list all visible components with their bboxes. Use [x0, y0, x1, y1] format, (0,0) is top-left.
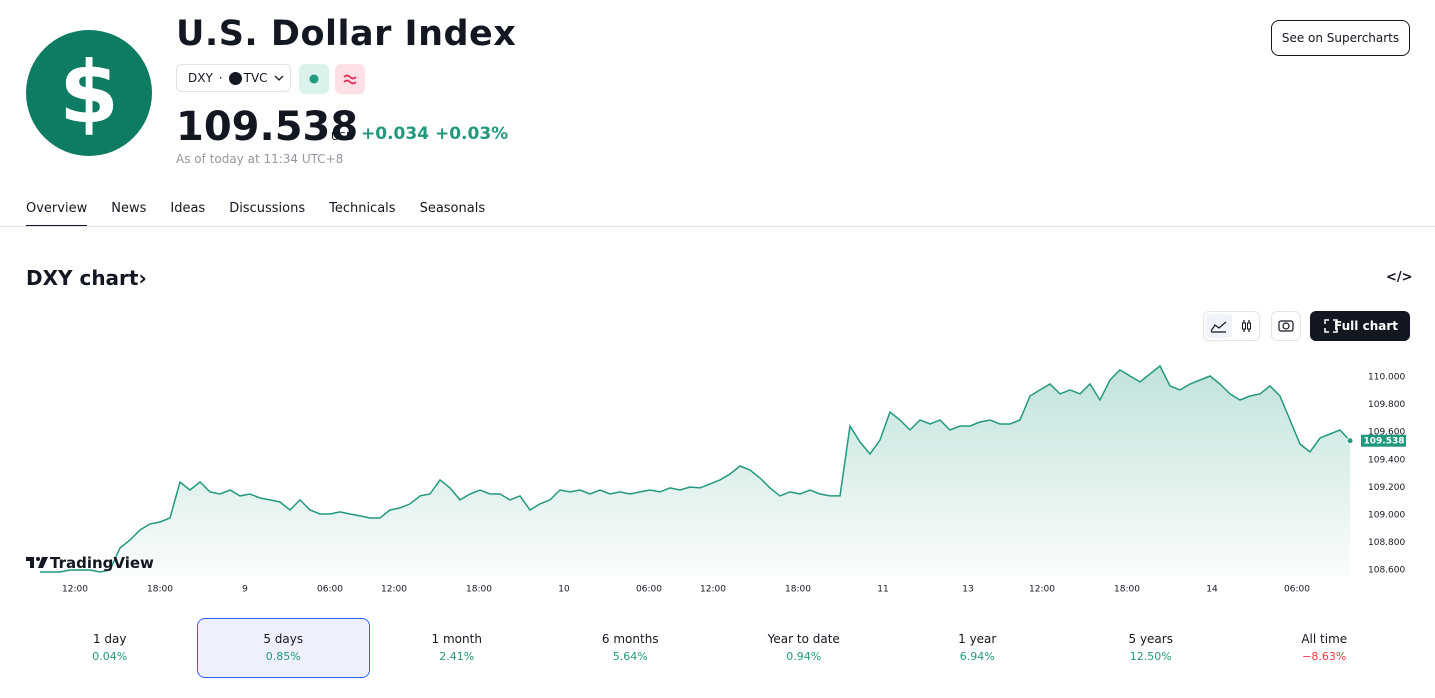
- period-label: 5 days: [263, 632, 304, 646]
- period-change: −8.63%: [1302, 650, 1347, 663]
- period[interactable]: 1 year 6.94%: [891, 618, 1065, 678]
- chart-title-text: DXY chart: [26, 266, 139, 290]
- caret: [274, 75, 284, 81]
- tab[interactable]: Seasonals: [419, 201, 486, 216]
- x-tick-label: 18:00: [785, 585, 811, 595]
- watermark-text: TradingView: [50, 554, 154, 572]
- period-change: 6.94%: [959, 650, 995, 663]
- period-change: 12.50%: [1129, 650, 1172, 663]
- logo: $: [26, 30, 152, 156]
- periods: 1 day 0.04% 5 days 0.85% 1 month 2.41% 6 month…: [23, 618, 1411, 678]
- price: 109.538: [176, 104, 359, 150]
- snapshot-button[interactable]: [1271, 311, 1301, 341]
- tab[interactable]: Ideas: [170, 201, 206, 216]
- y-tick-label: 109.800: [1368, 400, 1405, 410]
- y-tick-label: 109.400: [1368, 455, 1405, 465]
- period-label: 5 years: [1128, 632, 1173, 646]
- title: U.S. Dollar Index: [176, 14, 517, 54]
- watermark-logo: [26, 557, 48, 568]
- last-value-label: 109.538: [1364, 437, 1405, 447]
- last-value-tag: [1361, 434, 1406, 447]
- y-tick-label: 109.000: [1368, 510, 1405, 520]
- x-tick-label: 12:00: [381, 585, 407, 595]
- x-tick-label: 14: [1206, 585, 1218, 595]
- chart: 108.600 108.800 109.000 109.200 109.400 109.6…: [40, 364, 1406, 595]
- x-tick-label: 12:00: [700, 585, 726, 595]
- exchange: TVC: [243, 71, 268, 85]
- change-abs: +0.034: [361, 124, 430, 144]
- period[interactable]: 1 day 0.04%: [23, 618, 197, 678]
- y-tick-label: 108.600: [1368, 566, 1405, 576]
- status-icon[interactable]: [299, 64, 329, 94]
- full-chart-text: Full chart: [1334, 319, 1398, 333]
- symbol: DXY: [188, 71, 213, 85]
- x-tick-label: 12:00: [1029, 585, 1055, 595]
- full-chart-button[interactable]: Full chart: [1310, 311, 1410, 341]
- tabs: Overview News Ideas Discussions Technicals Se…: [26, 201, 485, 227]
- period-label: All time: [1301, 632, 1348, 646]
- tab[interactable]: Technicals: [329, 201, 396, 216]
- period-label: 1 day: [92, 632, 127, 646]
- tab[interactable]: Overview: [26, 201, 88, 227]
- period[interactable]: 6 months 5.64%: [544, 618, 718, 678]
- x-tick-label: 13: [962, 585, 973, 595]
- change-pct: +0.03%: [434, 124, 509, 144]
- period[interactable]: Year to date 0.94%: [717, 618, 891, 678]
- y-tick-label: 109.600: [1368, 428, 1405, 438]
- last-point: [1346, 437, 1354, 445]
- period-label: Year to date: [767, 632, 840, 646]
- period[interactable]: 1 month 2.41%: [370, 618, 544, 678]
- embed-icon[interactable]: </>: [1386, 270, 1413, 285]
- exchange-icon: [228, 71, 242, 85]
- tab[interactable]: News: [111, 201, 147, 216]
- period-label: 1 month: [431, 632, 482, 646]
- y-tick-label: 108.800: [1368, 538, 1405, 548]
- x-tick-label: 18:00: [1114, 585, 1140, 595]
- change: +0.034 +0.03%: [361, 124, 508, 144]
- period-change: 0.04%: [92, 650, 128, 663]
- x-tick-label: 12:00: [62, 585, 88, 595]
- area: [40, 365, 1350, 576]
- x-tick-label: 11: [877, 585, 888, 595]
- tab[interactable]: Discussions: [229, 201, 306, 216]
- as-of: As of today at 11:34 UTC+8: [176, 152, 344, 166]
- separator: [0, 226, 1435, 227]
- period-change: 2.41%: [439, 650, 475, 663]
- x-tick-label: 9: [242, 585, 248, 595]
- x-tick-label: 18:00: [147, 585, 173, 595]
- y-tick-label: 109.200: [1368, 483, 1405, 493]
- currency: USD: [331, 130, 355, 143]
- period-label: 1 year: [958, 632, 997, 646]
- period-change: 0.94%: [786, 650, 822, 663]
- line: [40, 364, 1351, 573]
- x-tick-label: 06:00: [636, 585, 662, 595]
- period-change: 5.64%: [612, 650, 648, 663]
- supercharts-button[interactable]: See on Supercharts: [1271, 20, 1410, 56]
- period[interactable]: 5 years 12.50%: [1064, 618, 1238, 678]
- chart-title[interactable]: DXY chart›: [26, 266, 147, 290]
- x-tick-label: 06:00: [1284, 585, 1310, 595]
- watermark: TradingView: [26, 554, 154, 572]
- period-label: 6 months: [601, 632, 659, 646]
- futures-icon[interactable]: [335, 64, 365, 94]
- y-tick-label: 110.000: [1368, 372, 1405, 382]
- x-tick-label: 06:00: [317, 585, 343, 595]
- chart-style-toggle[interactable]: [1203, 311, 1260, 341]
- period[interactable]: 5 days 0.85%: [196, 618, 370, 678]
- x-tick-label: 10: [558, 585, 570, 595]
- x-tick-label: 18:00: [466, 585, 492, 595]
- symbol-pill[interactable]: DXY · TVC: [176, 64, 291, 92]
- period[interactable]: All time −8.63%: [1238, 618, 1412, 678]
- period-change: 0.85%: [265, 650, 301, 663]
